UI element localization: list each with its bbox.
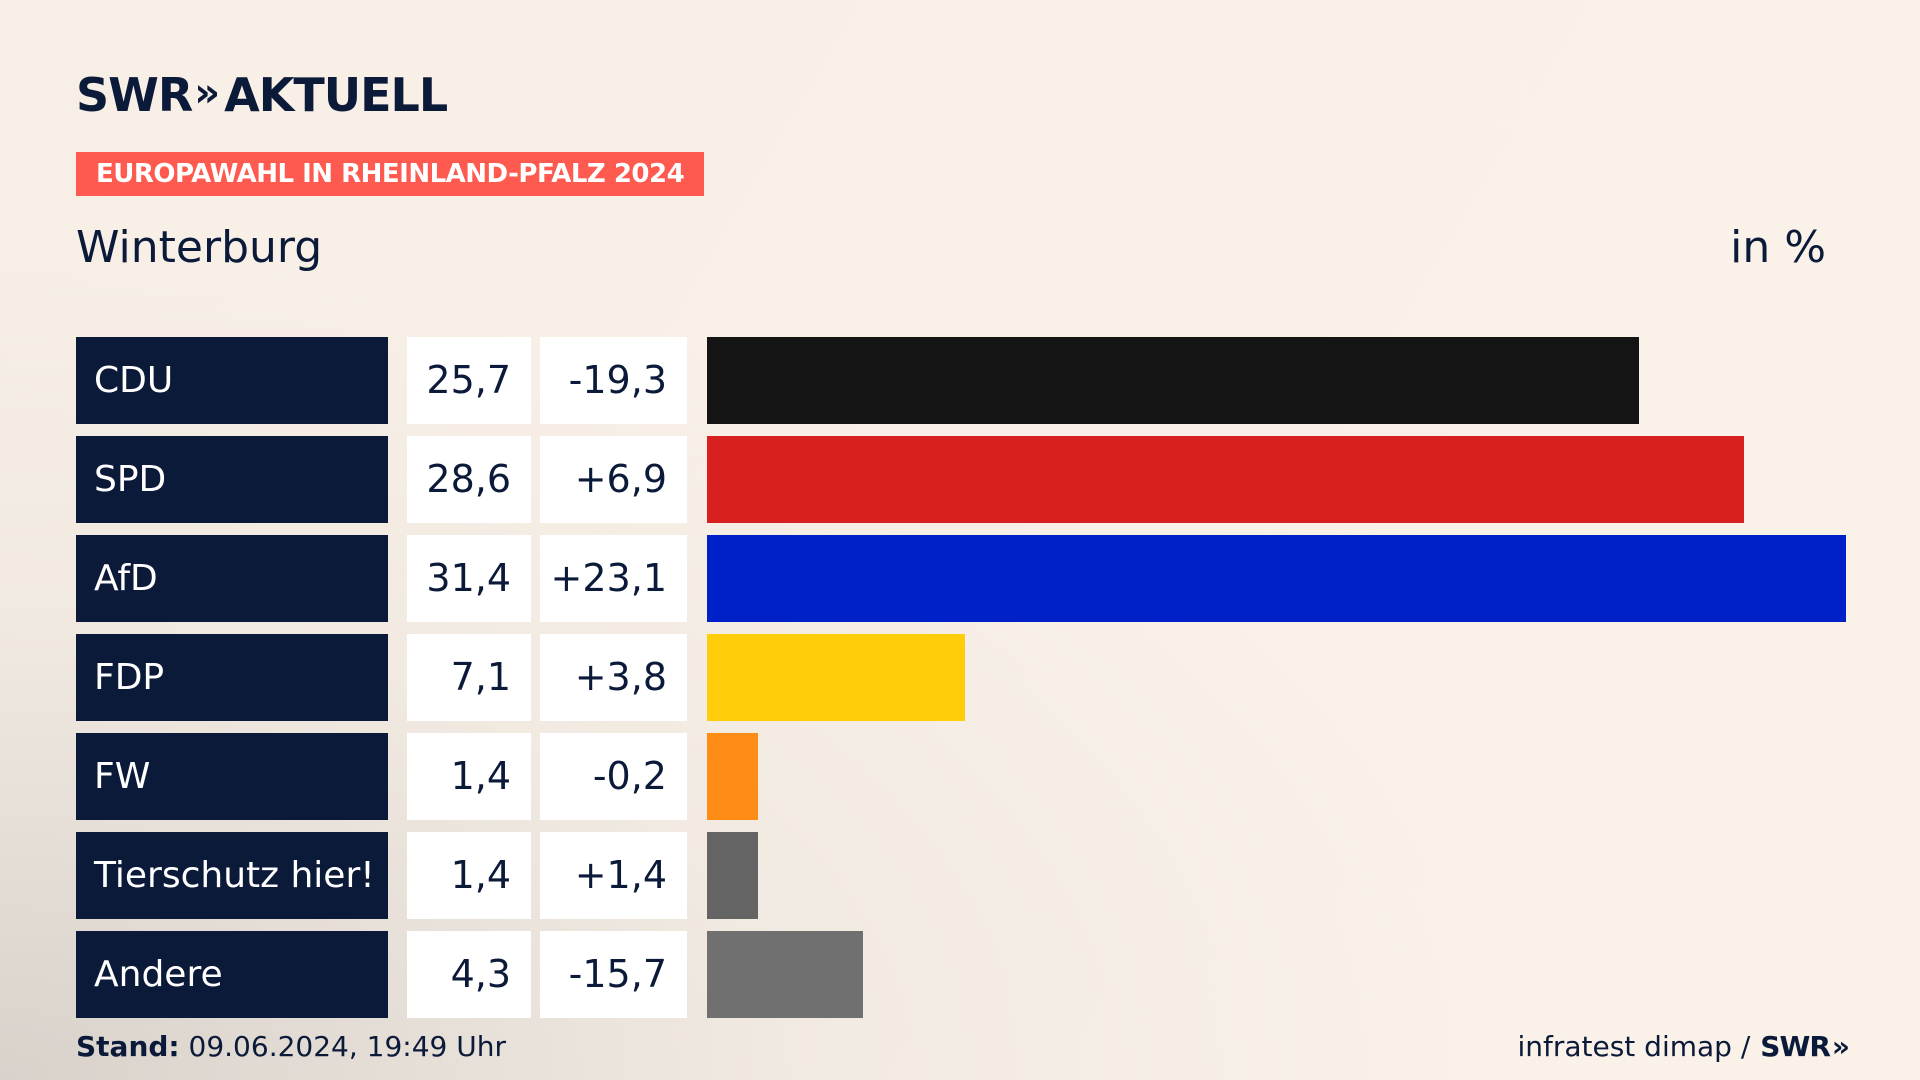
footer-source: infratest dimap / SWR» (1517, 1030, 1850, 1063)
bar (707, 634, 965, 721)
chart-row: CDU 25,7 -19,3 (76, 337, 1846, 424)
diff-label: +3,8 (540, 634, 687, 721)
party-label: FDP (76, 634, 388, 721)
diff-label: +23,1 (540, 535, 687, 622)
diff-label: +1,4 (540, 832, 687, 919)
party-label: FW (76, 733, 388, 820)
diff-label: +6,9 (540, 436, 687, 523)
bar (707, 436, 1744, 523)
brand-logo: SWR » AKTUELL (76, 68, 448, 122)
region-title: Winterburg (76, 222, 323, 273)
chart-row: FDP 7,1 +3,8 (76, 634, 1846, 721)
election-tag: EUROPAWAHL IN RHEINLAND-PFALZ 2024 (76, 152, 705, 196)
source-brand-text: SWR (1760, 1030, 1831, 1063)
party-label: Andere (76, 931, 388, 1018)
party-label: SPD (76, 436, 388, 523)
source-brand: SWR» (1760, 1030, 1850, 1063)
value-label: 1,4 (407, 733, 531, 820)
brand-aktuell: AKTUELL (224, 68, 448, 122)
party-label: Tierschutz hier! (76, 832, 388, 919)
bar (707, 931, 863, 1018)
value-label: 28,6 (407, 436, 531, 523)
chart-row: SPD 28,6 +6,9 (76, 436, 1846, 523)
value-label: 31,4 (407, 535, 531, 622)
party-label: AfD (76, 535, 388, 622)
party-label: CDU (76, 337, 388, 424)
value-label: 25,7 (407, 337, 531, 424)
unit-label: in % (1730, 222, 1826, 273)
value-label: 1,4 (407, 832, 531, 919)
chart-row: AfD 31,4 +23,1 (76, 535, 1846, 622)
brand-swr: SWR (76, 68, 193, 122)
chart-row: Andere 4,3 -15,7 (76, 931, 1846, 1018)
chart-row: Tierschutz hier! 1,4 +1,4 (76, 832, 1846, 919)
bar (707, 337, 1639, 424)
diff-label: -19,3 (540, 337, 687, 424)
brand-chevron-icon: » (194, 70, 220, 116)
bar (707, 733, 758, 820)
value-label: 4,3 (407, 931, 531, 1018)
bar (707, 535, 1846, 622)
diff-label: -0,2 (540, 733, 687, 820)
source-text: infratest dimap / (1517, 1030, 1751, 1063)
chart-row: FW 1,4 -0,2 (76, 733, 1846, 820)
bar (707, 832, 758, 919)
source-chevron-icon: » (1831, 1030, 1850, 1063)
stand-value: 09.06.2024, 19:49 Uhr (188, 1030, 506, 1063)
stand-label: Stand: (76, 1030, 180, 1063)
diff-label: -15,7 (540, 931, 687, 1018)
value-label: 7,1 (407, 634, 531, 721)
footer-stand: Stand: 09.06.2024, 19:49 Uhr (76, 1030, 506, 1063)
